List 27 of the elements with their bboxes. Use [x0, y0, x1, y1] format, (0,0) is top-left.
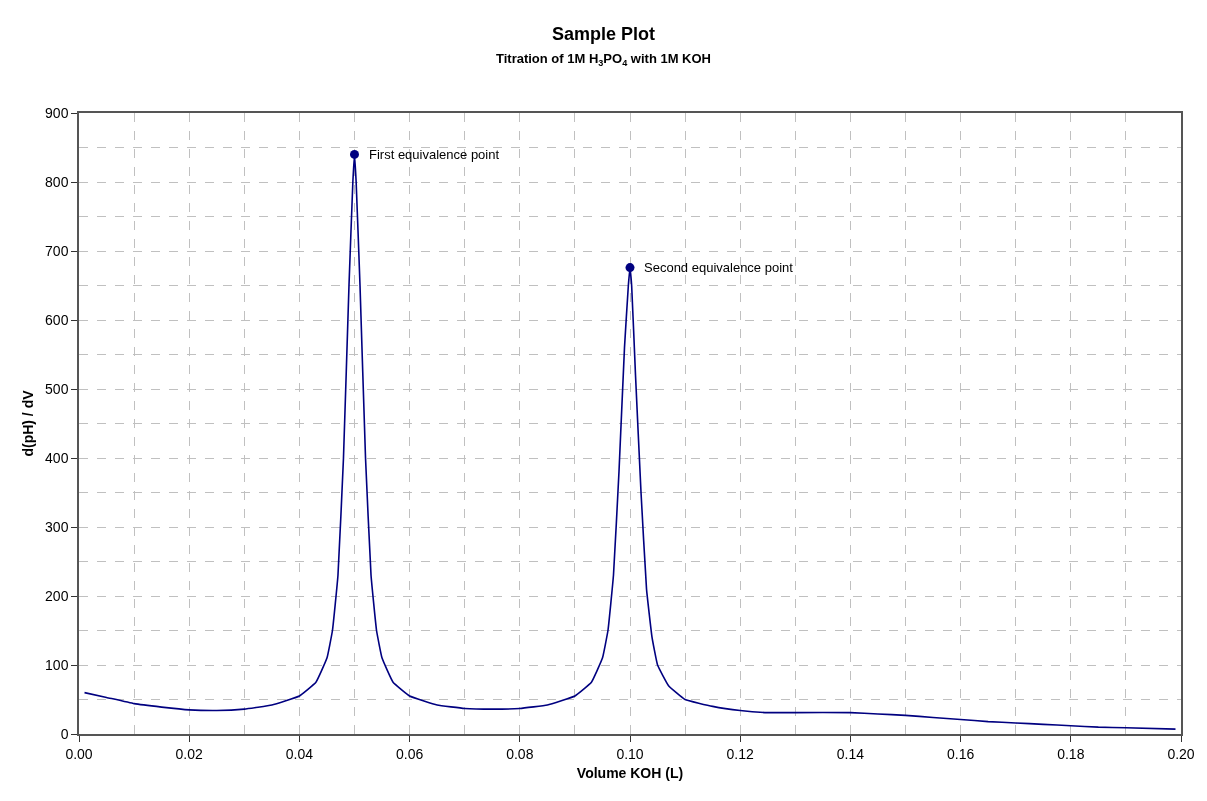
y-tick-label: 500 — [45, 380, 69, 397]
annotation: First equivalence point — [369, 147, 500, 162]
x-tick-label: 0.18 — [1057, 745, 1085, 762]
annotation: Second equivalence point — [644, 260, 794, 275]
y-tick-label: 600 — [45, 311, 69, 328]
x-tick-label: 0.08 — [506, 745, 534, 762]
x-tick-label: 0.16 — [946, 745, 975, 762]
x-axis-title: Volume KOH (L) — [576, 765, 684, 782]
y-tick-label: 900 — [45, 104, 69, 121]
y-tick-label: 200 — [45, 587, 69, 604]
y-tick-label: 100 — [45, 656, 69, 673]
x-tick-label: 0.04 — [285, 745, 314, 762]
chart-title: Sample Plot — [551, 24, 656, 45]
x-tick-label: 0.12 — [726, 745, 755, 762]
x-tick-label: 0.20 — [1167, 745, 1195, 762]
x-tick-label: 0.10 — [616, 745, 644, 762]
x-tick-label: 0.02 — [175, 745, 204, 762]
x-tick-label: 0.06 — [395, 745, 424, 762]
y-tick-label: 700 — [45, 242, 69, 259]
chart-subtitle: Titration of 1M H$_{3}$PO$_{4}$ with 1M KOH — [495, 51, 712, 69]
y-tick-label: 0 — [60, 725, 69, 742]
x-tick-label: 0.14 — [836, 745, 865, 762]
y-tick-label: 400 — [45, 449, 69, 466]
x-tick-label: 0.00 — [65, 745, 93, 762]
y-axis-title: d(pH) / dV — [20, 389, 37, 457]
y-tick-label: 300 — [45, 518, 69, 535]
y-tick-label: 800 — [45, 173, 69, 190]
